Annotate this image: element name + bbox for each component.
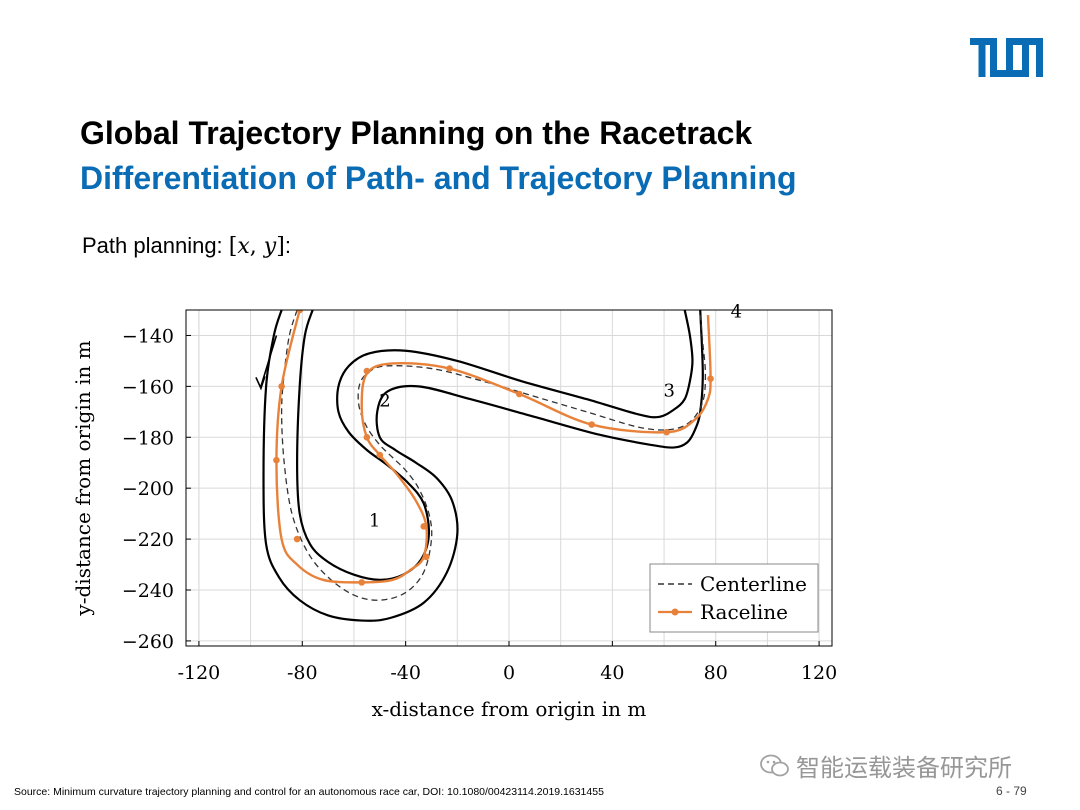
track-inner-boundary: [296, 310, 694, 581]
raceline-marker: [363, 433, 371, 441]
legend-raceline-label: Raceline: [700, 600, 788, 624]
slide-title: Global Trajectory Planning on the Racetr…: [80, 115, 753, 151]
tum-logo: [970, 38, 1044, 83]
watermark: 智能运载装备研究所: [760, 748, 1012, 783]
slide-subtitle: Differentiation of Path- and Trajectory …: [80, 160, 797, 196]
lead-math-y: y: [263, 234, 277, 259]
legend-raceline-marker: [671, 608, 679, 616]
y-tick-label: −260: [122, 631, 174, 653]
x-tick-label: 80: [704, 662, 728, 684]
raceline-marker: [278, 383, 285, 390]
x-axis-label: x-distance from origin in m: [372, 697, 647, 721]
y-tick-label: −180: [122, 427, 174, 449]
raceline-marker: [296, 310, 303, 314]
y-tick-label: −200: [122, 478, 174, 500]
raceline-marker: [293, 535, 301, 543]
trajectory-chart: 1 2 3 4 -120 -80 -40 0 40 80 120 −140 −160 −180 −200 −…: [71, 302, 837, 721]
tick-layer: -120 -80 -40 0 40 80 120 −140 −160 −180 −200 −220 −2…: [122, 325, 837, 684]
legend-centerline-label: Centerline: [700, 572, 807, 596]
track-outer-boundary: [262, 310, 704, 622]
lead-suffix: :: [284, 233, 291, 258]
y-axis-label: y-distance from origin in m: [71, 340, 95, 616]
raceline-marker: [376, 451, 384, 459]
direction-arrow-head: [255, 376, 266, 391]
page-number: 6 - 79: [996, 784, 1027, 798]
y-tick-label: −160: [122, 376, 174, 398]
raceline-marker: [446, 365, 453, 372]
centerline-layer: [280, 310, 707, 601]
raceline-marker: [707, 375, 714, 383]
raceline-marker: [423, 553, 430, 561]
y-tick-label: −140: [122, 325, 174, 347]
raceline-marker: [420, 523, 428, 530]
annotation-label: 2: [379, 391, 390, 412]
raceline-marker: [663, 428, 670, 436]
direction-arrow-shaft: [260, 335, 278, 387]
x-tick-label: -40: [390, 662, 421, 684]
x-tick-label: -120: [178, 662, 221, 684]
source-citation: Source: Minimum curvature trajectory pla…: [14, 786, 604, 798]
x-tick-label: 120: [801, 662, 837, 684]
raceline-marker: [273, 456, 280, 464]
grid-layer: [186, 310, 832, 646]
annotation-label: 1: [369, 510, 380, 531]
lead-math-x: x: [237, 234, 250, 259]
x-tick-label: 40: [600, 662, 624, 684]
lead-text: Path planning: [x, y]:: [82, 233, 291, 259]
raceline-marker: [588, 421, 595, 428]
lead-math: [x, y]: [228, 234, 285, 259]
wechat-icon: [760, 754, 789, 776]
raceline-marker: [516, 390, 523, 398]
raceline-marker: [358, 579, 366, 586]
annotation-label: 4: [731, 302, 742, 323]
annotation-label: 3: [663, 381, 674, 402]
legend-box: [649, 563, 819, 633]
watermark-text: 智能运载装备研究所: [796, 755, 1012, 782]
annotation-layer: 1 2 3 4: [255, 302, 742, 531]
raceline-layer: [273, 310, 714, 586]
centerline-path: [280, 310, 707, 601]
y-tick-label: −220: [122, 529, 174, 551]
lead-label: Path planning:: [82, 233, 229, 258]
track-layer: [262, 310, 704, 622]
y-tick-label: −240: [122, 580, 174, 602]
x-tick-label: 0: [503, 662, 515, 684]
legend: Centerline Raceline: [649, 563, 819, 633]
raceline-marker: [363, 367, 371, 375]
raceline-path: [275, 310, 712, 584]
x-tick-label: -80: [287, 662, 318, 684]
tum-logo-graphic: [970, 38, 1043, 77]
